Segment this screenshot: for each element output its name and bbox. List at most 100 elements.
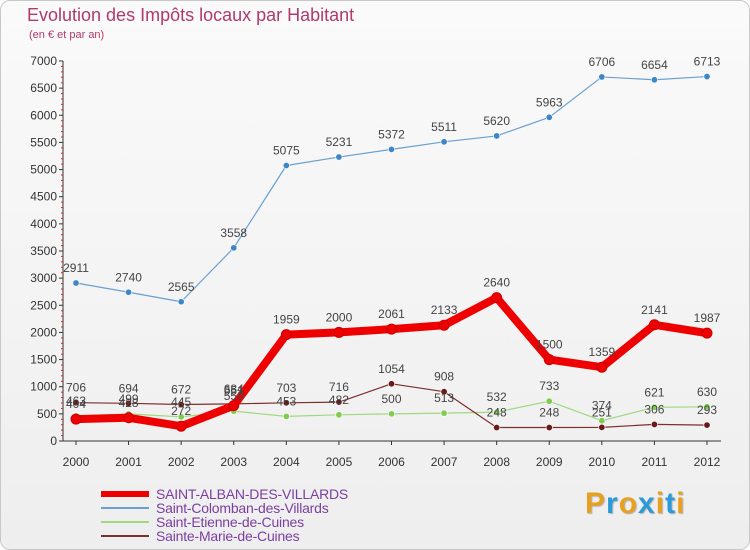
data-point	[177, 298, 185, 306]
data-point	[543, 354, 555, 366]
data-point	[386, 323, 397, 335]
y-tick-label: 5500	[30, 135, 57, 149]
logo-letter: i	[655, 487, 666, 520]
data-label: 6706	[588, 55, 615, 69]
y-tick-label: 1000	[30, 380, 57, 394]
data-label: 672	[171, 383, 191, 397]
y-tick-label: 3000	[30, 271, 57, 285]
x-tick-label: 2009	[536, 455, 563, 469]
data-label: 621	[644, 385, 664, 399]
x-tick-label: 2005	[326, 455, 353, 469]
data-label: 716	[329, 380, 349, 394]
logo-letter: x	[638, 487, 656, 520]
data-point	[335, 153, 343, 161]
data-label: 463	[66, 394, 86, 408]
x-tick-label: 2010	[588, 455, 615, 469]
chart-subtitle: (en € et par an)	[29, 29, 105, 41]
legend-item[interactable]: SAINT-ALBAN-DES-VILLARDS	[101, 486, 431, 502]
data-label: 6654	[641, 58, 668, 72]
data-label: 694	[119, 381, 139, 395]
data-point	[123, 412, 135, 424]
data-point	[648, 319, 660, 331]
data-point	[440, 138, 448, 146]
data-label: 630	[697, 385, 717, 399]
data-label: 482	[329, 393, 349, 407]
data-label: 706	[66, 381, 86, 395]
data-label: 445	[171, 395, 191, 409]
legend-item[interactable]: Saint-Colomban-des-Villards	[101, 500, 431, 516]
legend-label: SAINT-ALBAN-DES-VILLARDS	[156, 486, 349, 502]
data-label: 532	[487, 390, 507, 404]
data-label: 651	[224, 384, 244, 398]
x-tick-label: 2008	[483, 455, 510, 469]
logo-letter: o	[618, 487, 639, 520]
y-tick-label: 3500	[30, 244, 57, 258]
y-tick-label: 2500	[30, 298, 57, 312]
proxiti-logo: Proxiti	[585, 487, 685, 521]
legend-item[interactable]: Sainte-Marie-de-Cuines	[101, 528, 431, 544]
logo-letter: P	[585, 487, 607, 520]
data-point	[177, 413, 185, 421]
data-point	[545, 424, 553, 432]
logo-letter: r	[606, 487, 619, 520]
data-label: 428	[119, 396, 139, 410]
data-label: 272	[171, 404, 191, 418]
y-tick-label: 4000	[30, 217, 57, 231]
data-label: 684	[224, 382, 244, 396]
data-label: 5963	[536, 95, 563, 109]
y-tick-label: 7000	[30, 54, 57, 68]
data-point	[545, 113, 553, 121]
data-point	[545, 397, 553, 405]
x-tick-label: 2003	[220, 455, 247, 469]
data-label: 5511	[431, 120, 457, 134]
data-point	[387, 145, 395, 153]
data-point	[703, 403, 711, 411]
data-label: 513	[434, 391, 454, 405]
data-point	[703, 421, 711, 429]
data-label: 293	[697, 403, 717, 417]
data-label: 2000	[326, 310, 353, 324]
data-label: 3558	[220, 226, 247, 240]
chart-legend: SAINT-ALBAN-DES-VILLARDS Saint-Colomban-…	[101, 486, 431, 544]
data-label: 2141	[641, 303, 668, 317]
data-point	[701, 327, 713, 339]
data-label: 703	[276, 381, 296, 395]
y-tick-label: 6500	[30, 81, 57, 95]
data-point	[598, 423, 606, 431]
data-label: 550	[224, 389, 244, 403]
data-point	[72, 279, 80, 287]
y-tick-label: 0	[50, 434, 57, 448]
data-point	[387, 410, 395, 418]
data-point	[493, 424, 501, 432]
chart-title: Evolution des Impôts locaux par Habitant	[27, 5, 355, 25]
data-point	[650, 403, 658, 411]
data-label: 1987	[694, 311, 721, 325]
x-tick-label: 2000	[63, 455, 90, 469]
data-point	[650, 420, 658, 428]
data-label: 251	[592, 405, 612, 419]
data-point	[175, 420, 187, 432]
data-point	[228, 400, 240, 412]
y-tick-label: 500	[37, 407, 57, 421]
x-tick-label: 2011	[642, 455, 668, 469]
data-label: 374	[592, 399, 612, 413]
data-label: 248	[487, 406, 507, 420]
legend-item[interactable]: Saint-Etienne-de-Cuines	[101, 514, 431, 530]
data-point	[280, 329, 292, 341]
y-tick-label: 6000	[30, 108, 57, 122]
data-point	[493, 408, 501, 416]
data-label: 2133	[431, 303, 458, 317]
data-point	[438, 319, 450, 331]
data-label: 500	[381, 392, 401, 406]
x-tick-label: 2007	[431, 455, 458, 469]
legend-swatch	[101, 507, 149, 509]
y-tick-label: 5000	[30, 163, 57, 177]
line-chart: 0 500 1000 1500 2000 2500 3000 3500 4000 4500 5000…	[30, 54, 721, 469]
x-tick-label: 2012	[694, 455, 721, 469]
x-tick-label: 2006	[378, 455, 405, 469]
data-label: 1359	[588, 345, 615, 359]
y-tick-label: 1500	[30, 353, 57, 367]
data-label: 1054	[378, 362, 405, 376]
series-line	[75, 75, 708, 303]
data-label: 733	[539, 379, 559, 393]
